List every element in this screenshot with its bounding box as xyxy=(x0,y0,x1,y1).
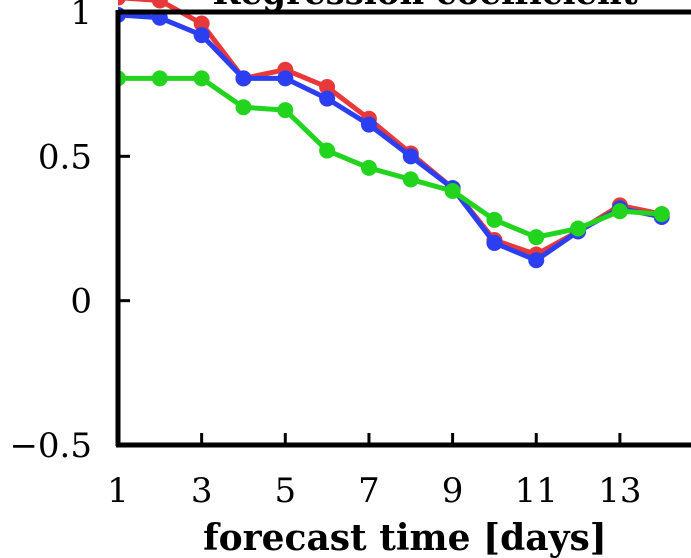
series-2-point-6 xyxy=(319,90,336,107)
series-3-point-14 xyxy=(653,206,670,223)
x-tick-label-13: 13 xyxy=(598,471,641,511)
series-1-point-1 xyxy=(118,0,126,6)
x-tick-label-9: 9 xyxy=(442,471,464,511)
series-2-point-3 xyxy=(193,27,210,44)
series-2-point-10 xyxy=(486,234,503,251)
series-3-point-9 xyxy=(444,182,461,199)
x-tick-label-5: 5 xyxy=(274,471,296,511)
series-2-line xyxy=(118,12,665,263)
y-tick-label-−0.5: −0.5 xyxy=(9,426,92,466)
x-tick-label-7: 7 xyxy=(358,471,380,511)
series-3-point-10 xyxy=(486,211,503,228)
series-2-point-11 xyxy=(528,252,545,269)
series-3-point-2 xyxy=(151,70,168,87)
series-3-point-12 xyxy=(570,220,587,237)
series-3-point-13 xyxy=(611,203,628,220)
series-3-point-11 xyxy=(528,229,545,246)
y-tick-label-0: 0 xyxy=(70,282,92,322)
x-axis-title: forecast time [days] xyxy=(203,517,607,558)
y-tick-label-0.5: 0.5 xyxy=(38,137,92,177)
series-2-point-5 xyxy=(277,70,294,87)
series-3-point-4 xyxy=(235,99,252,116)
x-tick-label-11: 11 xyxy=(515,471,558,511)
x-tick-label-1: 1 xyxy=(107,471,129,511)
series-3-point-5 xyxy=(277,102,294,119)
series-3-point-6 xyxy=(319,142,336,159)
x-tick-label-3: 3 xyxy=(191,471,213,511)
series-3-point-8 xyxy=(402,171,419,188)
series-1-point-6 xyxy=(319,79,336,96)
axes xyxy=(115,9,691,448)
series-2-point-7 xyxy=(360,116,377,133)
series-2-point-4 xyxy=(235,70,252,87)
series-2-point-8 xyxy=(402,148,419,165)
y-tick-label-1: 1 xyxy=(70,0,92,33)
series-3-point-3 xyxy=(193,70,210,87)
series-layer xyxy=(118,0,670,269)
series-1-point-3 xyxy=(193,15,210,32)
series-3-point-7 xyxy=(360,159,377,176)
series-3-line xyxy=(118,75,665,240)
series-1-point-2 xyxy=(151,0,168,9)
